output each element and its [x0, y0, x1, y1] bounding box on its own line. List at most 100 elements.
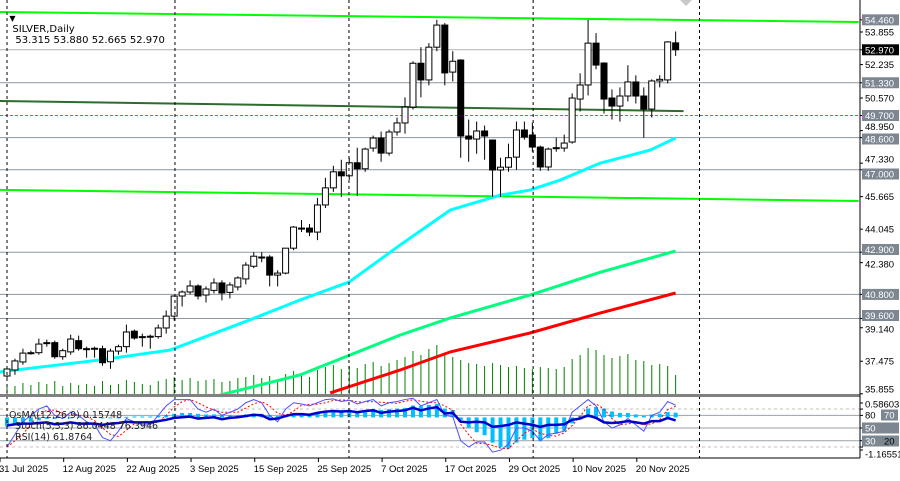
osma-bar: [132, 416, 137, 418]
stoch-signal-line: [6, 399, 676, 450]
osma-bar: [227, 415, 232, 418]
candle-bearish: [672, 42, 680, 51]
osma-bar: [347, 409, 352, 418]
moving-average-line: [0, 136, 677, 374]
candle-bearish: [194, 285, 202, 297]
candle-bearish: [608, 97, 616, 107]
osma-bar: [156, 415, 161, 418]
candle-bullish: [369, 137, 377, 149]
indicator-header: OsMA(12,26,9) 0.15748 Stoch(5,3,3) 86.04…: [3, 399, 158, 443]
trendline: [0, 100, 684, 113]
osma-bar: [633, 414, 638, 418]
osma-bar: [275, 415, 280, 418]
date-tick-label: 22 Aug 2025: [126, 464, 179, 475]
candle-bullish: [584, 42, 592, 86]
price-tick-label: 48.950: [865, 122, 894, 133]
indicator-level-label: 50: [865, 424, 876, 435]
indicator-level-label: 20: [884, 437, 895, 448]
candle-bullish: [425, 46, 433, 81]
date-tick-label: 15 Sep 2025: [254, 464, 308, 475]
candle-bullish: [274, 272, 282, 276]
price-level-label: 54.460: [865, 15, 894, 26]
osma-bar: [323, 411, 328, 418]
candle-bullish: [497, 166, 505, 171]
osma-bar: [602, 408, 606, 418]
osma-readout: OsMA(12,26,9) 0.15748: [9, 410, 123, 421]
osma-bar: [219, 415, 224, 418]
price-level-label-box: [862, 244, 899, 255]
osma-bar: [609, 411, 614, 418]
osma-bar: [474, 417, 479, 433]
osma-bar: [204, 414, 208, 418]
osma-bar: [426, 404, 431, 418]
candle-bullish: [290, 226, 298, 249]
candle-bullish: [282, 247, 290, 274]
candle-bearish: [99, 348, 107, 364]
candle-bullish: [67, 338, 75, 353]
candle-bearish: [417, 62, 425, 81]
candle-bullish: [656, 78, 664, 82]
candle-bearish: [489, 139, 497, 171]
candle-bullish: [43, 342, 51, 345]
trendline: [0, 188, 859, 202]
osma-bar: [76, 416, 81, 418]
candle-bearish: [528, 134, 536, 148]
indicator-level-label: 30: [865, 437, 876, 448]
price-level-label-box: [862, 77, 899, 89]
price-level-label-box: [862, 133, 899, 145]
candle-bullish: [138, 336, 146, 339]
osma-bar: [546, 417, 551, 439]
indicator-level-label-box: [862, 422, 899, 434]
price-level-label-box: [862, 44, 899, 56]
date-tick-label: 10 Nov 2025: [572, 464, 626, 475]
candle-bullish: [321, 187, 329, 206]
price-level-label: 51.330: [865, 78, 894, 89]
candle-bullish: [162, 315, 170, 329]
candle-bullish: [504, 157, 512, 168]
candle-bullish: [313, 204, 321, 233]
indicator-level-label: 70: [884, 411, 895, 422]
moving-average-line: [329, 291, 677, 395]
candle-bullish: [433, 24, 441, 48]
date-tick-label: 31 Jul 2025: [0, 464, 48, 475]
osma-max-label: 0.58603: [865, 400, 899, 411]
price-level-label: 42.900: [865, 245, 894, 256]
price-level-label: 48.600: [865, 135, 894, 146]
osma-bar: [625, 412, 630, 418]
osma-bar: [92, 416, 97, 418]
candle-bearish: [305, 227, 313, 233]
moving-average-line: [219, 249, 677, 395]
osma-bar: [108, 417, 113, 419]
osma-bar: [164, 415, 169, 418]
osma-bar: [490, 417, 495, 443]
price-level-label: 49.700: [865, 111, 894, 122]
candle-bullish: [106, 350, 114, 363]
candle-bearish: [592, 42, 600, 66]
osma-bar: [371, 409, 376, 418]
osma-bar: [299, 413, 304, 418]
osma-bar: [617, 412, 622, 418]
osma-bar: [116, 417, 121, 419]
triangle-down-icon[interactable]: ▼: [9, 14, 16, 23]
candle-bearish: [457, 59, 465, 137]
osma-bar: [458, 417, 463, 421]
osma-bar: [44, 417, 49, 419]
candle-bullish: [568, 97, 576, 143]
osma-bar: [395, 408, 400, 418]
candle-bullish: [560, 142, 568, 149]
candle-bullish: [154, 327, 162, 338]
candle-bullish: [178, 291, 186, 297]
candle-bullish: [202, 288, 210, 296]
osma-bar: [514, 417, 519, 443]
osma-bar: [355, 410, 360, 418]
trendline: [0, 11, 859, 24]
candle-bullish: [250, 255, 258, 267]
osma-bar: [52, 417, 57, 419]
candle-bullish: [226, 284, 234, 293]
candle-bullish: [664, 41, 672, 81]
osma-bar: [12, 417, 17, 425]
osma-bar: [498, 417, 503, 448]
price-level-label-box: [862, 14, 899, 26]
price-tick-label: 37.475: [865, 357, 894, 368]
